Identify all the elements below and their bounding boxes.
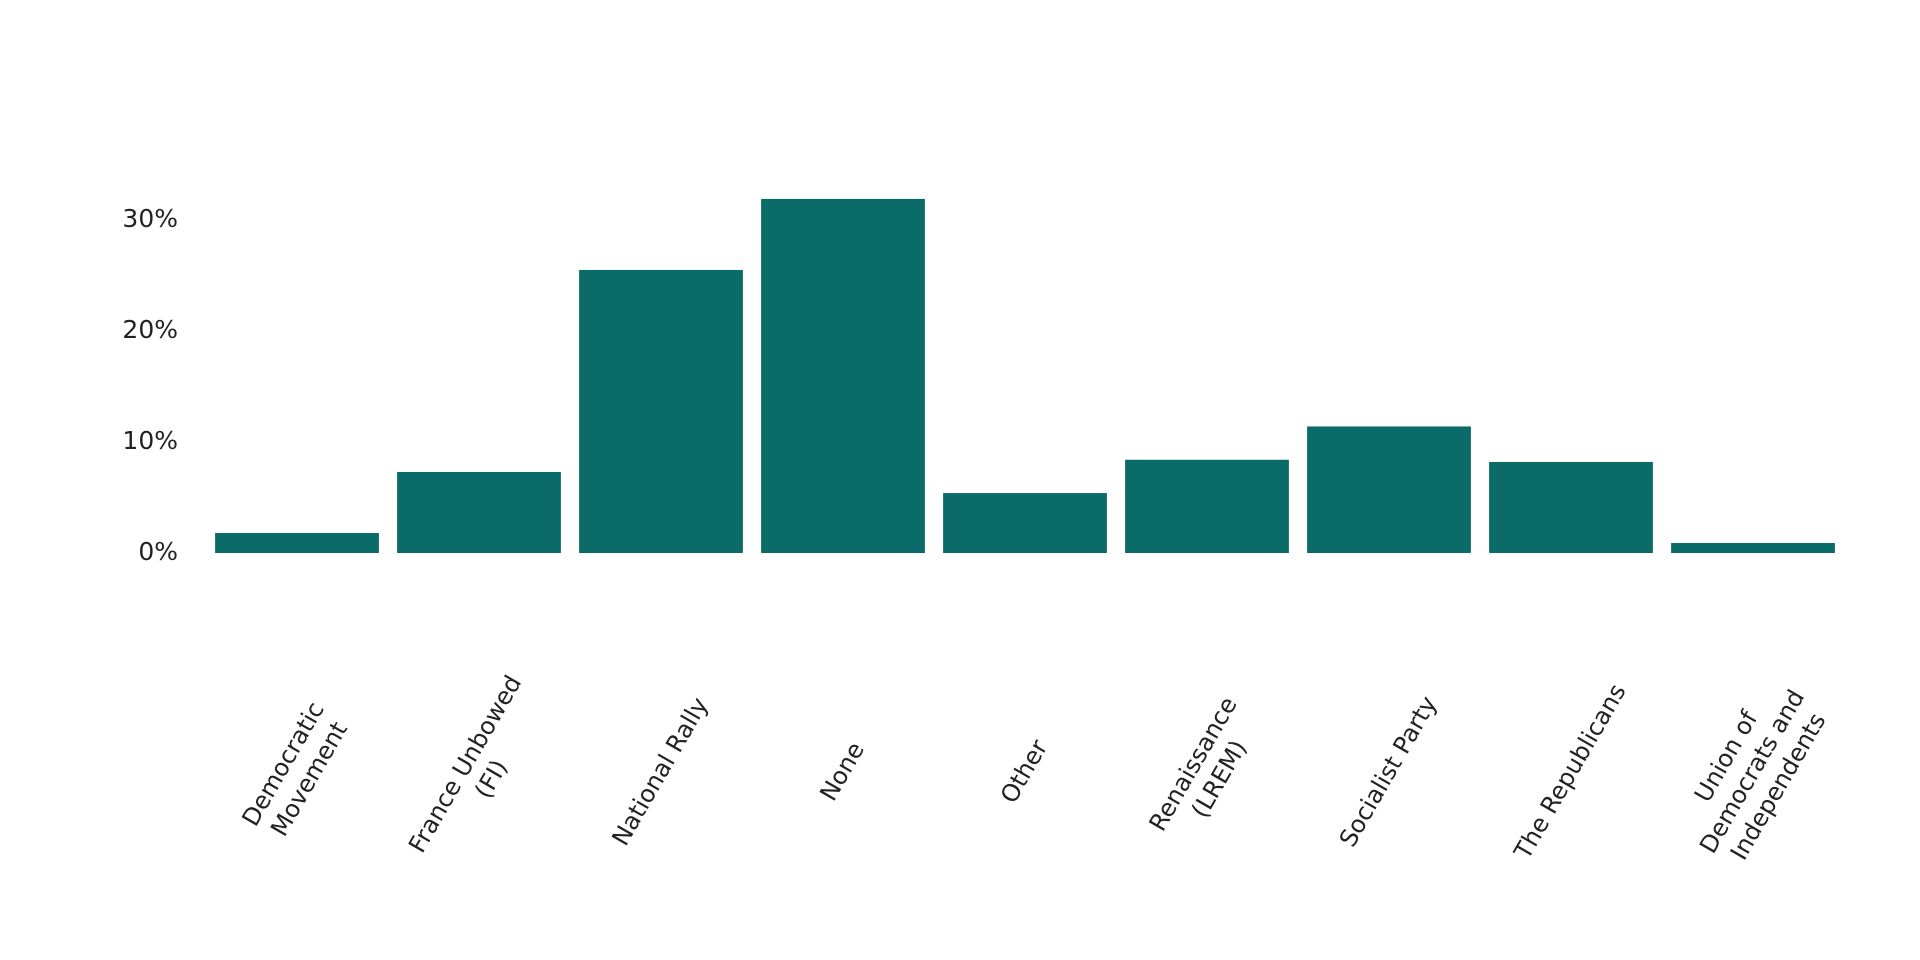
bar xyxy=(1671,543,1835,553)
x-tick-label: None xyxy=(814,737,870,805)
label-line: Socialist Party xyxy=(1334,691,1443,851)
bar xyxy=(1125,459,1289,553)
label-line: National Rally xyxy=(607,693,714,851)
x-tick-label: Renaissance(LREM) xyxy=(1144,692,1269,851)
label-line: The Republicans xyxy=(1508,679,1631,865)
y-tick-label: 0% xyxy=(138,537,178,566)
label-line: Other xyxy=(995,735,1053,808)
x-tick-label: Other xyxy=(995,735,1053,808)
bar xyxy=(397,471,561,553)
y-tick-label: 10% xyxy=(122,426,178,455)
bar xyxy=(1489,461,1653,553)
bar xyxy=(943,493,1107,553)
label-line: France Unbowed xyxy=(403,670,527,857)
x-tick-label: Union ofDemocrats andIndependents xyxy=(1668,670,1836,873)
bar xyxy=(1307,426,1471,553)
x-tick-label: The Republicans xyxy=(1508,679,1631,865)
y-tick-label: 20% xyxy=(122,315,178,344)
bar xyxy=(761,198,925,553)
bar xyxy=(215,533,379,553)
bar xyxy=(579,269,743,553)
x-tick-label: France Unbowed(FI) xyxy=(403,670,553,872)
label-line: None xyxy=(814,737,870,805)
x-tick-label: National Rally xyxy=(607,693,714,851)
x-tick-label: Socialist Party xyxy=(1334,691,1443,851)
x-tick-label: DemocraticMovement xyxy=(236,697,355,846)
y-tick-label: 30% xyxy=(122,204,178,233)
